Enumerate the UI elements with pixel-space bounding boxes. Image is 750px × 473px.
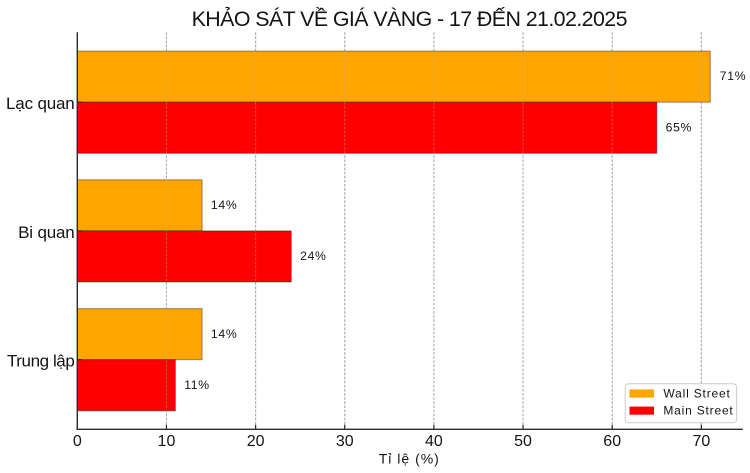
svg-text:11%: 11% — [184, 378, 210, 392]
svg-text:10: 10 — [158, 433, 176, 450]
svg-text:40: 40 — [425, 433, 443, 450]
svg-text:14%: 14% — [211, 198, 238, 212]
svg-text:Wall Street: Wall Street — [663, 387, 730, 401]
svg-text:60: 60 — [603, 433, 621, 450]
svg-text:0: 0 — [73, 433, 82, 450]
svg-text:24%: 24% — [300, 249, 327, 263]
svg-text:71%: 71% — [720, 69, 747, 83]
svg-text:Main Street: Main Street — [663, 404, 733, 418]
svg-text:14%: 14% — [211, 327, 238, 341]
svg-text:Bi quan: Bi quan — [18, 223, 74, 242]
svg-text:Tỉ lệ (%): Tỉ lệ (%) — [379, 450, 440, 466]
svg-text:20: 20 — [247, 433, 265, 450]
svg-text:65%: 65% — [666, 120, 693, 134]
svg-text:50: 50 — [514, 433, 532, 450]
svg-text:KHẢO SÁT VỀ GIÁ VÀNG - 17 ĐẾN: KHẢO SÁT VỀ GIÁ VÀNG - 17 ĐẾN 21.02.2025 — [192, 6, 627, 31]
svg-text:Lạc quan: Lạc quan — [6, 94, 75, 113]
svg-text:Trung lập: Trung lập — [7, 352, 74, 371]
svg-text:70: 70 — [692, 433, 710, 450]
svg-text:30: 30 — [336, 433, 354, 450]
